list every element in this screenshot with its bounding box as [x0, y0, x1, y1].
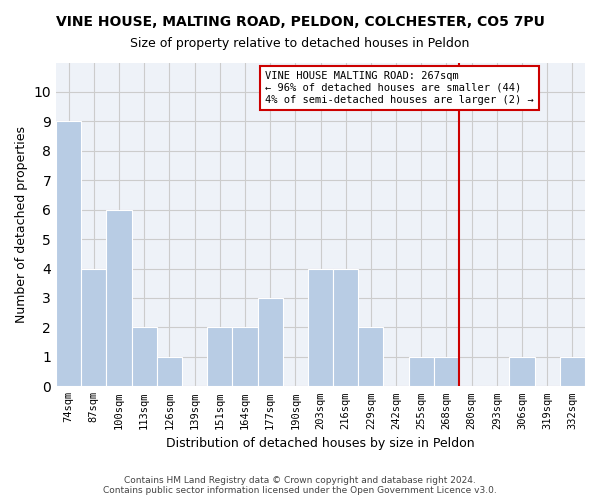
Bar	[131, 328, 157, 386]
Text: VINE HOUSE, MALTING ROAD, PELDON, COLCHESTER, CO5 7PU: VINE HOUSE, MALTING ROAD, PELDON, COLCHE…	[56, 15, 544, 29]
Text: Size of property relative to detached houses in Peldon: Size of property relative to detached ho…	[130, 38, 470, 51]
Y-axis label: Number of detached properties: Number of detached properties	[15, 126, 28, 323]
Bar	[333, 268, 358, 386]
Bar	[257, 298, 283, 386]
Bar	[207, 328, 232, 386]
Text: VINE HOUSE MALTING ROAD: 267sqm
← 96% of detached houses are smaller (44)
4% of : VINE HOUSE MALTING ROAD: 267sqm ← 96% of…	[265, 72, 534, 104]
X-axis label: Distribution of detached houses by size in Peldon: Distribution of detached houses by size …	[166, 437, 475, 450]
Bar	[106, 210, 131, 386]
Bar	[81, 268, 106, 386]
Bar	[409, 357, 434, 386]
Bar	[232, 328, 257, 386]
Bar	[358, 328, 383, 386]
Bar	[434, 357, 459, 386]
Bar	[509, 357, 535, 386]
Bar	[308, 268, 333, 386]
Bar	[560, 357, 585, 386]
Bar	[157, 357, 182, 386]
Bar	[56, 122, 81, 386]
Text: Contains HM Land Registry data © Crown copyright and database right 2024.
Contai: Contains HM Land Registry data © Crown c…	[103, 476, 497, 495]
